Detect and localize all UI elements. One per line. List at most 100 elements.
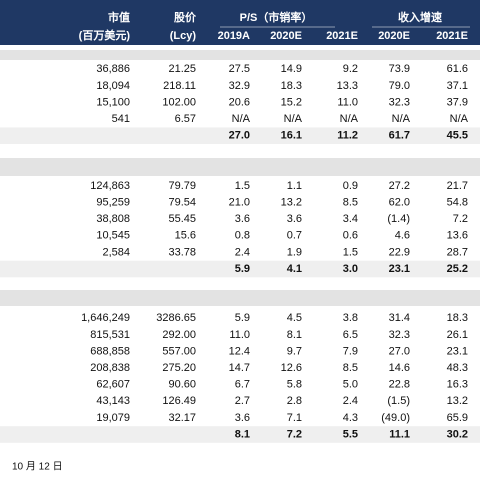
cell: 2.4 [235, 246, 250, 258]
cell: 10,545 [96, 230, 130, 242]
cell: 61.6 [447, 63, 468, 75]
cell: N/A [450, 113, 469, 125]
cell: (1.4) [387, 213, 410, 225]
cell: 18.3 [281, 80, 302, 92]
cell: 3.8 [343, 312, 358, 324]
average-cell: 30.2 [447, 428, 468, 440]
cell: 21.7 [447, 180, 468, 192]
average-cell: 27.0 [229, 130, 250, 142]
cell: 28.7 [447, 246, 468, 258]
cell: 7.2 [453, 213, 468, 225]
cell: 1,646,249 [81, 312, 130, 324]
cell: 6.57 [175, 113, 196, 125]
average-bg [0, 127, 480, 144]
cell: 7.1 [287, 412, 302, 424]
cell: 13.6 [447, 230, 468, 242]
cell: 13.2 [447, 395, 468, 407]
cell: 0.7 [287, 230, 302, 242]
cell: 1.5 [343, 246, 358, 258]
cell: N/A [284, 113, 303, 125]
cell: 90.60 [168, 379, 196, 391]
cell: 126.49 [162, 395, 196, 407]
cell: 21.25 [168, 63, 196, 75]
cell: 43,143 [96, 395, 130, 407]
section-band [0, 158, 480, 176]
cell: 62.0 [389, 197, 410, 209]
cell: 48.3 [447, 362, 468, 374]
cell: 79.79 [168, 180, 196, 192]
average-cell: 11.2 [337, 130, 358, 142]
cell: 2.8 [287, 395, 302, 407]
cell: 27.5 [229, 63, 250, 75]
average-cell: 3.0 [343, 263, 358, 275]
cell: 37.9 [447, 96, 468, 108]
cell: 1.5 [235, 180, 250, 192]
cell: 275.20 [162, 362, 196, 374]
cell: N/A [392, 113, 411, 125]
header-label: 2021E [326, 30, 358, 42]
average-cell: 25.2 [447, 263, 468, 275]
cell: 8.5 [343, 197, 358, 209]
cell: 22.9 [389, 246, 410, 258]
cell: N/A [232, 113, 251, 125]
cell: 14.7 [229, 362, 250, 374]
cell: 37.1 [447, 80, 468, 92]
average-cell: 7.2 [287, 428, 302, 440]
cell: (49.0) [381, 412, 410, 424]
cell: N/A [340, 113, 359, 125]
cell: (1.5) [387, 395, 410, 407]
cell: 5.8 [287, 379, 302, 391]
cell: 18,094 [96, 80, 130, 92]
cell: 16.3 [447, 379, 468, 391]
cell: 73.9 [389, 63, 410, 75]
cell: 62,607 [96, 379, 130, 391]
cell: 12.4 [229, 345, 250, 357]
cell: 541 [112, 113, 130, 125]
header-label: 市值 [108, 10, 130, 24]
cell: 2.4 [343, 395, 358, 407]
average-cell: 45.5 [447, 130, 468, 142]
cell: 32.3 [389, 96, 410, 108]
average-cell: 5.9 [235, 263, 250, 275]
cell: 3.6 [287, 213, 302, 225]
cell: 6.5 [343, 329, 358, 341]
average-bg [0, 426, 480, 443]
header-label: (Lcy) [170, 30, 197, 42]
cell: 36,886 [96, 63, 130, 75]
cell: 1.1 [287, 180, 302, 192]
cell: 26.1 [447, 329, 468, 341]
cell: 13.3 [337, 80, 358, 92]
cell: 32.9 [229, 80, 250, 92]
section-band [0, 290, 480, 306]
cell: 3.6 [235, 412, 250, 424]
cell: 22.8 [389, 379, 410, 391]
header-label: (百万美元) [79, 28, 131, 42]
cell: 20.6 [229, 96, 250, 108]
cell: 55.45 [168, 213, 196, 225]
cell: 8.5 [343, 362, 358, 374]
cell: 0.8 [235, 230, 250, 242]
average-cell: 61.7 [389, 130, 410, 142]
cell: 38,808 [96, 213, 130, 225]
header-label: 2021E [436, 30, 468, 42]
cell: 2,584 [102, 246, 130, 258]
cell: 124,863 [90, 180, 130, 192]
cell: 688,858 [90, 345, 130, 357]
cell: 12.6 [281, 362, 302, 374]
average-cell: 4.1 [287, 263, 302, 275]
cell: 95,259 [96, 197, 130, 209]
header-label: 收入增速 [398, 10, 442, 24]
cell: 79.0 [389, 80, 410, 92]
average-cell: 5.5 [343, 428, 358, 440]
cell: 0.9 [343, 180, 358, 192]
cell: 8.1 [287, 329, 302, 341]
cell: 79.54 [168, 197, 196, 209]
cell: 4.3 [343, 412, 358, 424]
header-bg [0, 0, 480, 45]
cell: 33.78 [168, 246, 196, 258]
header-label: 2019A [218, 30, 250, 42]
cell: 208,838 [90, 362, 130, 374]
cell: 815,531 [90, 329, 130, 341]
cell: 11.0 [229, 329, 250, 341]
